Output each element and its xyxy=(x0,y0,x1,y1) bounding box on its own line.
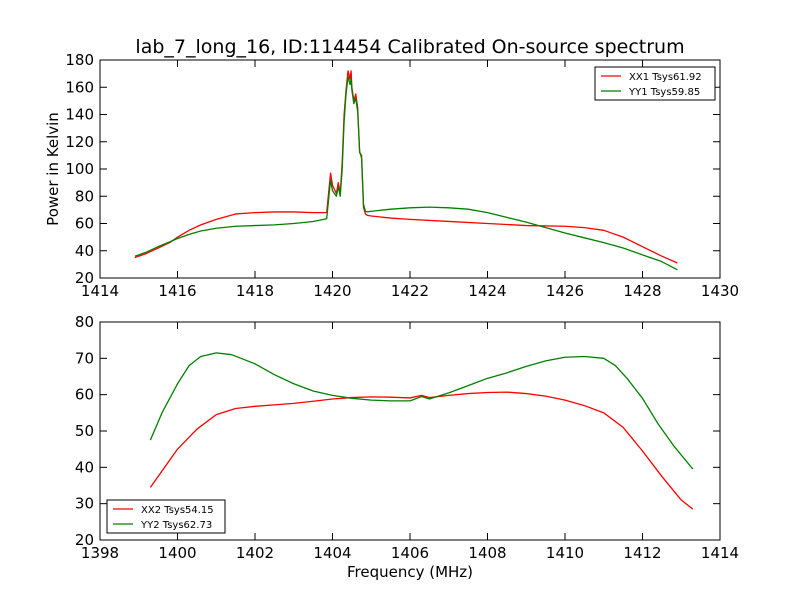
y-tick-label: 40 xyxy=(75,458,94,476)
series-line-yy2 xyxy=(149,352,694,470)
y-tick-label: 180 xyxy=(65,51,94,69)
y-tick-label: 60 xyxy=(75,215,94,233)
plot-panel-2: 1398 1400 1402 1404 1406 1408 1410 1412 1414 20 30… xyxy=(75,313,739,581)
x-tick-label: 1414 xyxy=(701,544,739,562)
x-tick-label: 1408 xyxy=(468,544,506,562)
y-tick-label: 120 xyxy=(65,133,94,151)
y-tick-label: 140 xyxy=(65,106,94,124)
x-tick-label: 1426 xyxy=(546,282,584,300)
legend-label: YY1 Tsys59.85 xyxy=(628,87,700,98)
y-tick-label: 20 xyxy=(75,531,94,549)
x-tick-label: 1416 xyxy=(158,282,196,300)
plot-panel-1: 1414 1416 1418 1420 1422 1424 1426 1428 1430 20 40… xyxy=(44,36,739,300)
y-tick-label: 60 xyxy=(75,386,94,404)
series-line-xx1 xyxy=(134,70,678,264)
series-line-yy1 xyxy=(134,75,678,271)
legend-label: XX2 Tsys54.15 xyxy=(141,505,214,516)
x-tick-label: 1428 xyxy=(623,282,661,300)
y-tick-label: 70 xyxy=(75,349,94,367)
x-tick-label: 1400 xyxy=(158,544,196,562)
legend-box xyxy=(594,66,716,101)
y-tick-label: 80 xyxy=(75,187,94,205)
x-tick-label: 1414 xyxy=(81,282,119,300)
x-tick-label: 1420 xyxy=(313,282,351,300)
y-tick-label: 50 xyxy=(75,422,94,440)
y-tick-label: 160 xyxy=(65,78,94,96)
y-axis-label: Power in Kelvin xyxy=(44,112,62,226)
legend-box xyxy=(106,499,226,534)
legend-label: YY2 Tsys62.73 xyxy=(140,520,212,531)
x-tick-label: 1404 xyxy=(313,544,351,562)
legend-label: XX1 Tsys61.92 xyxy=(629,72,702,83)
y-tick-label: 20 xyxy=(75,269,94,287)
y-tick-label: 30 xyxy=(75,495,94,513)
x-tick-label: 1412 xyxy=(623,544,661,562)
x-tick-label: 1410 xyxy=(546,544,584,562)
y-tick-label: 100 xyxy=(65,160,94,178)
x-tick-label: 1430 xyxy=(701,282,739,300)
chart-title: lab_7_long_16, ID:114454 Calibrated On-s… xyxy=(135,36,684,58)
x-tick-label: 1406 xyxy=(391,544,429,562)
x-axis-label: Frequency (MHz) xyxy=(347,563,473,581)
x-tick-label: 1422 xyxy=(391,282,429,300)
y-tick-label: 40 xyxy=(75,242,94,260)
y-tick-label: 80 xyxy=(75,313,94,331)
legend: XX1 Tsys61.92 YY1 Tsys59.85 xyxy=(594,66,716,101)
x-tick-label: 1398 xyxy=(81,544,119,562)
legend: XX2 Tsys54.15 YY2 Tsys62.73 xyxy=(106,499,226,534)
series-line-xx2 xyxy=(149,391,694,510)
x-tick-label: 1402 xyxy=(236,544,274,562)
x-tick-label: 1424 xyxy=(468,282,506,300)
x-tick-label: 1418 xyxy=(236,282,274,300)
